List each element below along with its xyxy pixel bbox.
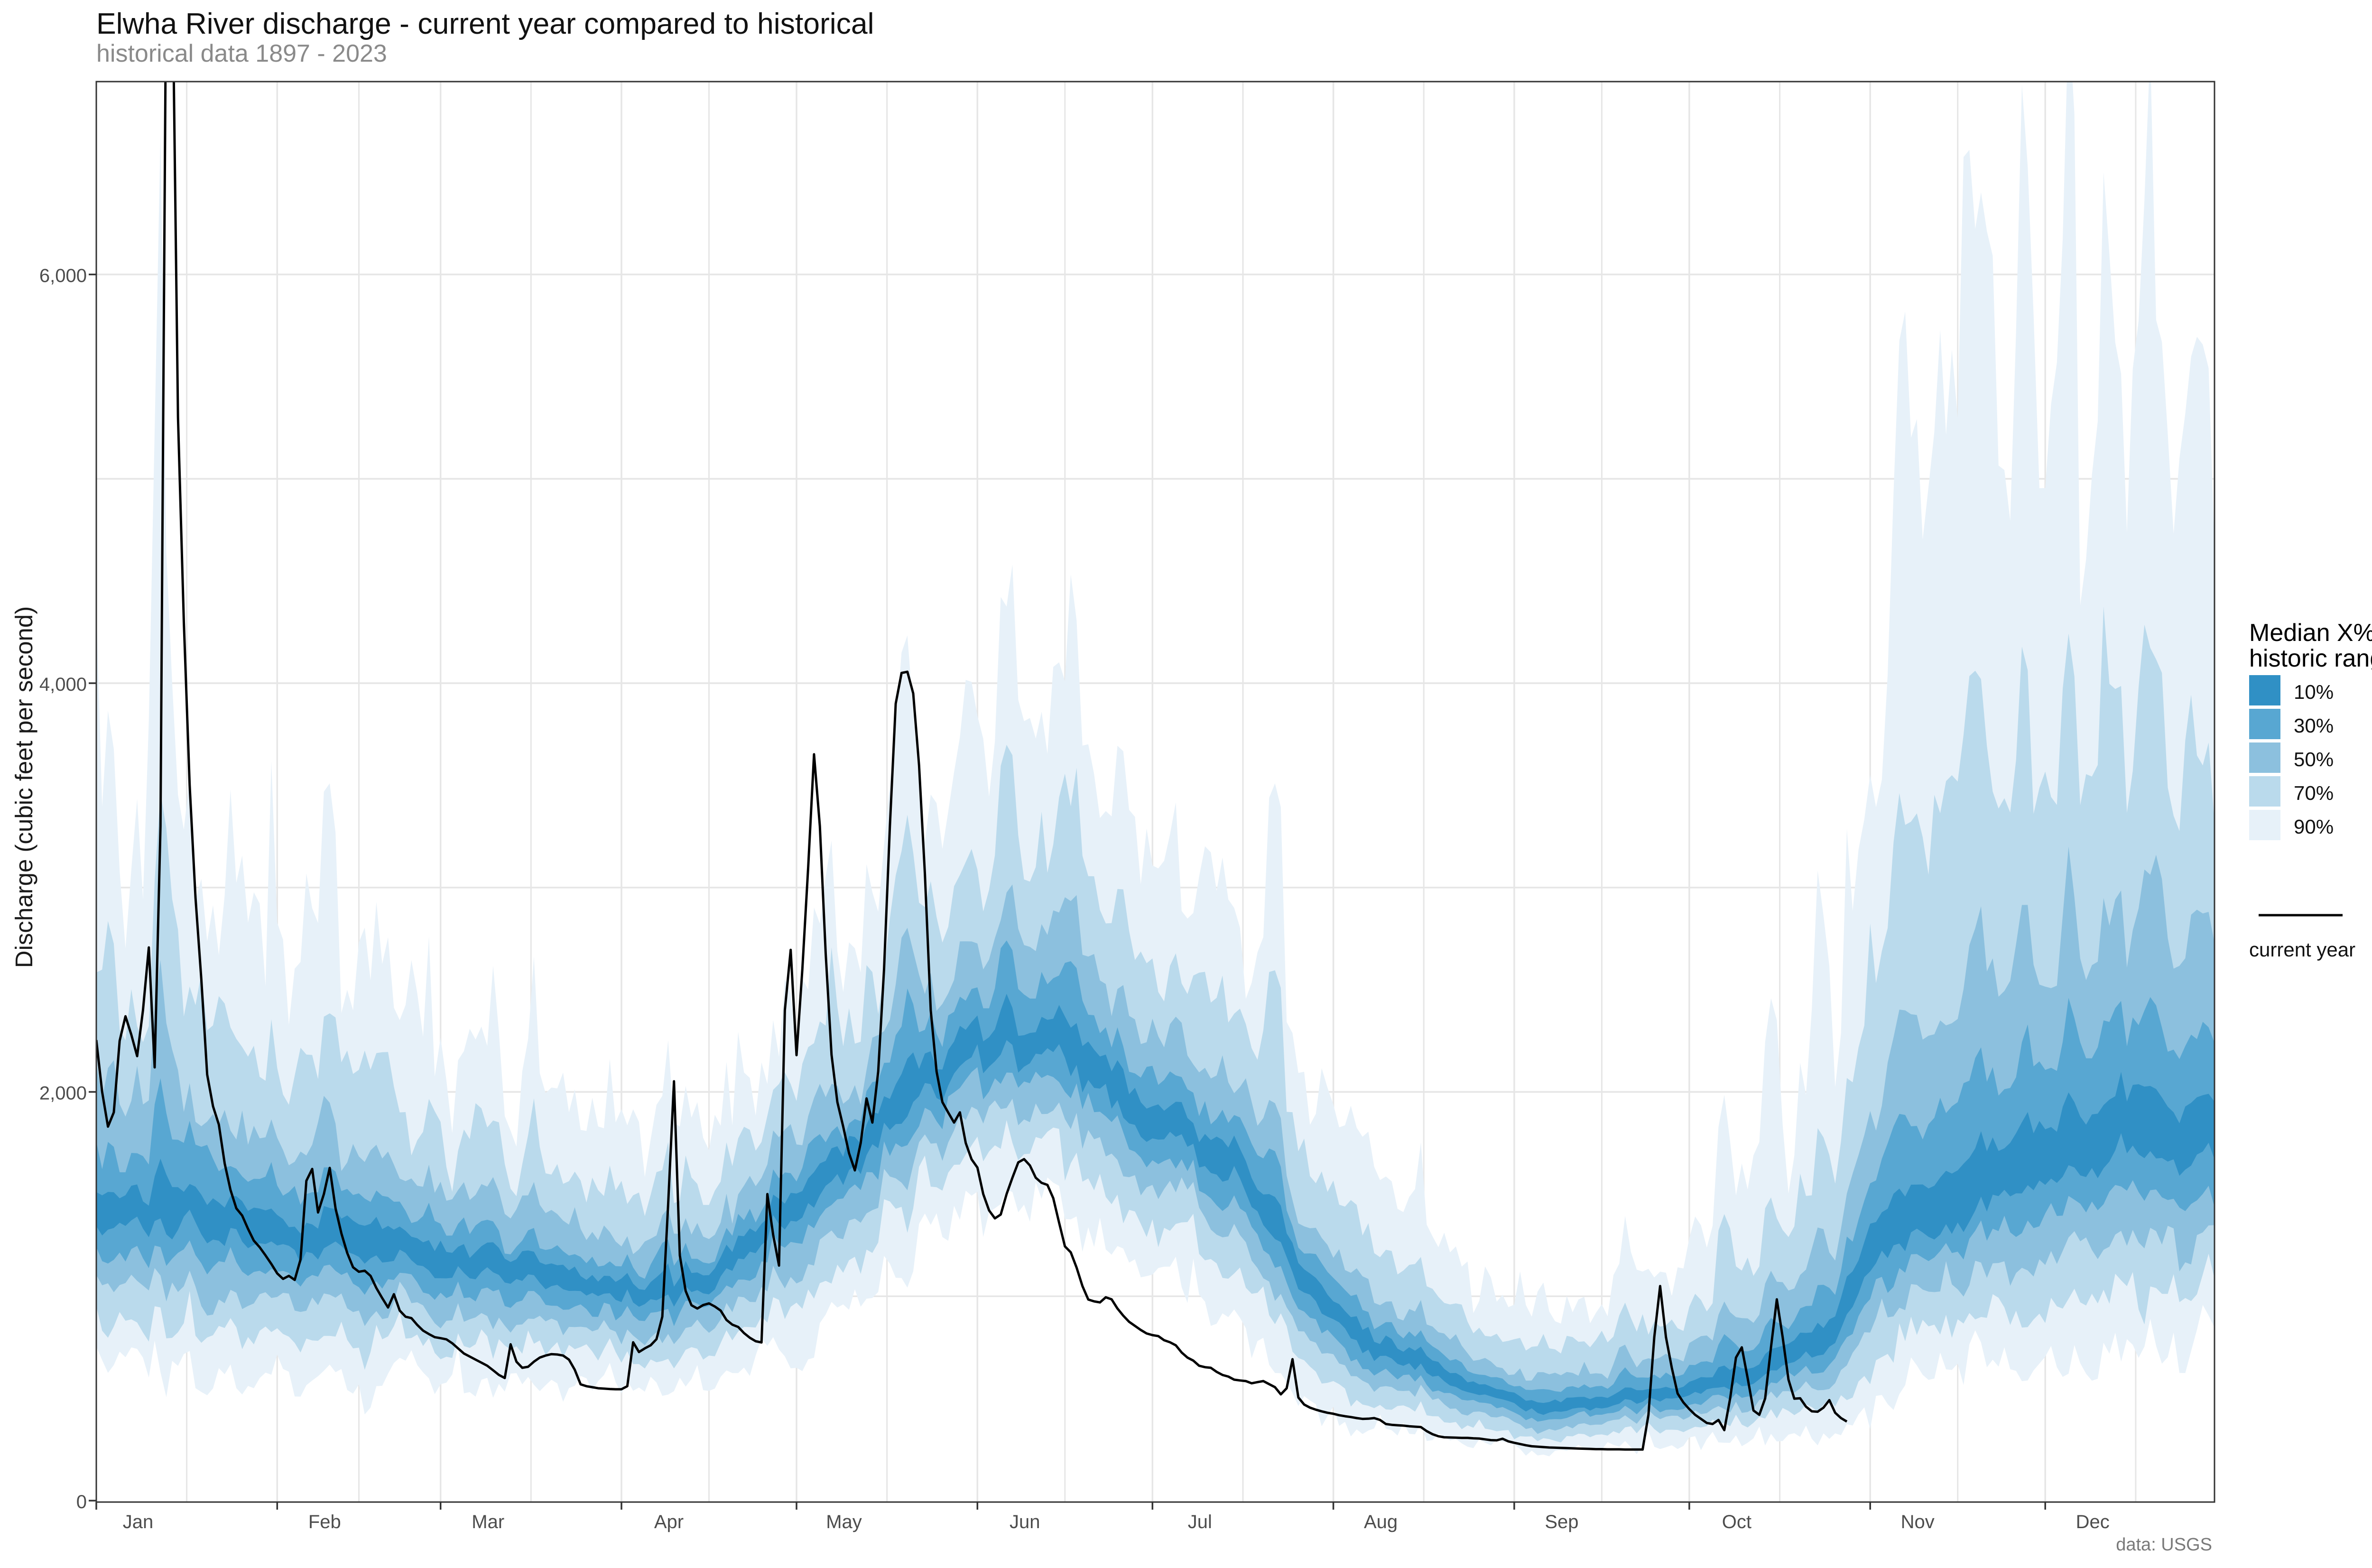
svg-text:Dec: Dec: [2076, 1512, 2110, 1532]
svg-text:10%: 10%: [2294, 681, 2334, 703]
svg-text:Oct: Oct: [1722, 1512, 1751, 1532]
svg-text:Jan: Jan: [123, 1512, 154, 1532]
svg-text:30%: 30%: [2294, 714, 2334, 737]
svg-text:Jun: Jun: [1010, 1512, 1040, 1532]
svg-text:90%: 90%: [2294, 816, 2334, 838]
svg-text:6,000: 6,000: [39, 266, 87, 287]
svg-text:Feb: Feb: [308, 1512, 341, 1532]
svg-text:May: May: [826, 1512, 862, 1532]
svg-text:data: USGS: data: USGS: [2116, 1535, 2212, 1555]
svg-text:Aug: Aug: [1364, 1512, 1398, 1532]
svg-text:Jul: Jul: [1188, 1512, 1212, 1532]
svg-text:Sep: Sep: [1545, 1512, 1578, 1532]
svg-text:4,000: 4,000: [39, 674, 87, 695]
svg-text:2,000: 2,000: [39, 1083, 87, 1104]
svg-text:Nov: Nov: [1901, 1512, 1935, 1532]
svg-text:Discharge (cubic feet per seco: Discharge (cubic feet per second): [10, 606, 37, 968]
svg-text:Mar: Mar: [472, 1512, 504, 1532]
svg-text:Apr: Apr: [654, 1512, 684, 1532]
svg-text:historical data 1897 - 2023: historical data 1897 - 2023: [96, 40, 387, 67]
svg-text:Median X% of: Median X% of: [2249, 619, 2372, 647]
svg-text:historic range: historic range: [2249, 645, 2372, 672]
svg-text:0: 0: [76, 1492, 87, 1512]
svg-text:50%: 50%: [2294, 748, 2334, 770]
svg-text:70%: 70%: [2294, 782, 2334, 804]
svg-text:current year: current year: [2249, 938, 2355, 961]
svg-text:Elwha River discharge - curren: Elwha River discharge - current year com…: [96, 7, 874, 40]
